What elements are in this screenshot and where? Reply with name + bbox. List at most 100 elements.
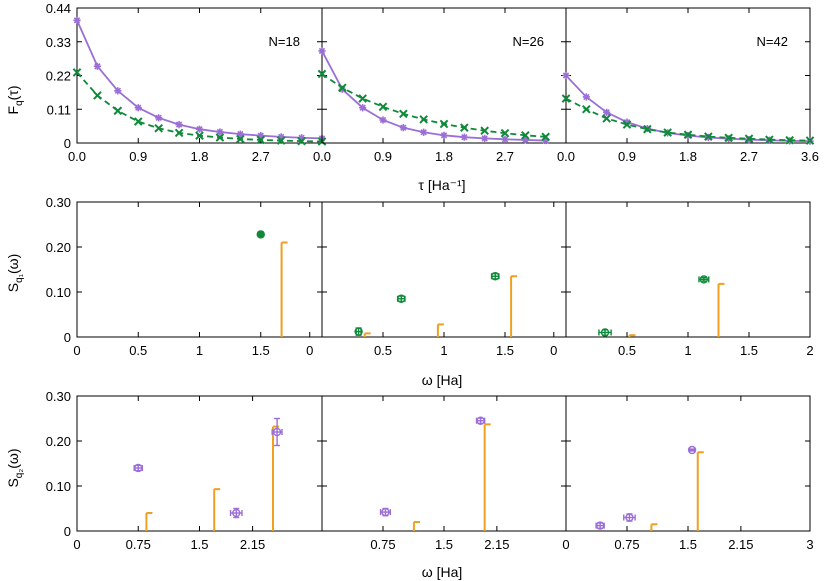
data-point-purple [521, 136, 529, 144]
data-point-marker [397, 294, 406, 303]
x-tick-label: 1.8 [435, 149, 453, 164]
panel-annotation: N=26 [513, 34, 544, 49]
x-tick-label: 0 [562, 537, 569, 552]
mid-y-label: Sq₁(ω) [5, 254, 25, 293]
x-tick-label: 2.7 [496, 149, 514, 164]
data-point-purple [582, 93, 590, 101]
data-point-green [439, 119, 449, 129]
data-point-purple [359, 104, 367, 112]
data-point-green [154, 123, 163, 133]
x-tick-label: 0.75 [370, 537, 395, 552]
x-tick-label: 0 [306, 343, 313, 358]
data-point-purple [297, 134, 306, 142]
data-point-errorbar [475, 416, 486, 425]
data-point-green [561, 94, 571, 103]
series-line-purple [321, 50, 546, 142]
y-tick-label: 0 [64, 330, 71, 345]
series-line-purple [565, 74, 811, 143]
data-point-purple [236, 130, 244, 138]
data-point-green [236, 134, 245, 144]
y-tick-label: 0 [64, 136, 71, 151]
panel-top-N26: 0.0 0.9 1.8 2.7 N=26 [313, 7, 567, 164]
x-tick-label: 0.9 [618, 149, 636, 164]
data-point-green [500, 128, 510, 138]
data-point-green [276, 136, 286, 145]
data-point-purple [195, 125, 204, 133]
data-point-purple [542, 136, 550, 145]
plot-frame [321, 395, 567, 532]
panel-top-N18: 0.0 0.9 1.8 2.7 0 0.11 0.22 0.33 0.44 N=18 [46, 1, 327, 164]
x-tick-label: 3.6 [801, 149, 819, 164]
data-point-green [93, 91, 102, 100]
data-point-green [195, 131, 204, 140]
data-point-errorbar [256, 230, 265, 239]
data-point-errorbar [354, 327, 363, 336]
data-point-green [541, 132, 550, 142]
x-tick-label: 1.8 [679, 149, 697, 164]
x-tick-label: 2.15 [484, 537, 509, 552]
data-point-purple [460, 133, 468, 141]
data-point-marker [625, 513, 634, 522]
y-tick-label: 0.20 [46, 434, 71, 449]
x-tick-label: 0.5 [129, 343, 147, 358]
data-point-green [724, 133, 733, 143]
data-point-purple [562, 71, 570, 80]
panel-mid-2: 0.5 1 1.5 0 [321, 201, 567, 358]
data-point-green [805, 136, 815, 145]
y-tick-label: 0.33 [46, 35, 71, 50]
y-tick-label: 0.22 [46, 69, 71, 84]
y-tick-label: 0 [64, 524, 71, 539]
data-point-errorbar [598, 328, 612, 337]
data-point-green [622, 120, 632, 129]
x-tick-label: 1.5 [190, 537, 208, 552]
data-point-green [602, 114, 611, 123]
data-point-purple [399, 124, 407, 132]
plot-frame [321, 201, 567, 338]
data-point-purple [114, 87, 122, 95]
y-tick-label: 0.30 [46, 195, 71, 210]
x-tick-label: 1 [196, 343, 203, 358]
panel-annotation: N=18 [269, 34, 300, 49]
y-tick-label: 0.20 [46, 240, 71, 255]
data-point-errorbar [687, 445, 697, 455]
data-point-marker [256, 230, 265, 239]
data-point-green [174, 128, 184, 138]
x-tick-label: 0 [73, 537, 80, 552]
data-point-purple [155, 114, 163, 122]
data-point-errorbar [379, 507, 392, 517]
x-tick-label: 0.9 [374, 149, 392, 164]
panel-bot-2: 0.75 1.5 2.15 [321, 395, 567, 552]
x-tick-label: 2.7 [252, 149, 270, 164]
data-point-green [683, 130, 693, 140]
plot-frame [565, 395, 811, 532]
data-point-green [256, 135, 266, 145]
data-point-green [419, 115, 428, 124]
data-point-green [663, 128, 672, 137]
data-point-purple [93, 62, 102, 70]
top-x-label: τ [Ha⁻¹] [418, 177, 465, 193]
data-point-marker [232, 508, 241, 518]
data-point-green [399, 109, 408, 119]
x-tick-label: 0.0 [68, 149, 86, 164]
panel-mid-1: 0 0.5 1 1.5 000.100.200.30 [46, 195, 323, 358]
data-point-green [582, 104, 591, 114]
data-point-purple [420, 128, 428, 136]
panel-bot-3: 0 0.75 1.5 2.15 3 [562, 395, 814, 552]
data-point-marker [699, 275, 709, 284]
data-point-green [643, 124, 652, 134]
y-tick-label: 0.10 [46, 285, 71, 300]
data-point-marker [354, 327, 363, 336]
x-tick-label: 1 [684, 343, 691, 358]
x-tick-label: 0 [550, 343, 557, 358]
data-point-purple [501, 135, 509, 143]
data-point-errorbar [396, 294, 406, 303]
x-tick-label: 1.5 [496, 343, 514, 358]
data-point-errorbar [229, 507, 243, 519]
panels: 0.0 0.9 1.8 2.7 0 0.11 0.22 0.33 0.44 N=18 0.0 0.9 1… [46, 1, 819, 552]
panel-mid-3: 0.5 1 1.5 2 [565, 201, 814, 358]
panel-annotation: N=42 [757, 34, 788, 49]
x-tick-label: 3 [806, 537, 813, 552]
x-tick-label: 1.8 [190, 149, 208, 164]
plot-frame [76, 201, 323, 338]
